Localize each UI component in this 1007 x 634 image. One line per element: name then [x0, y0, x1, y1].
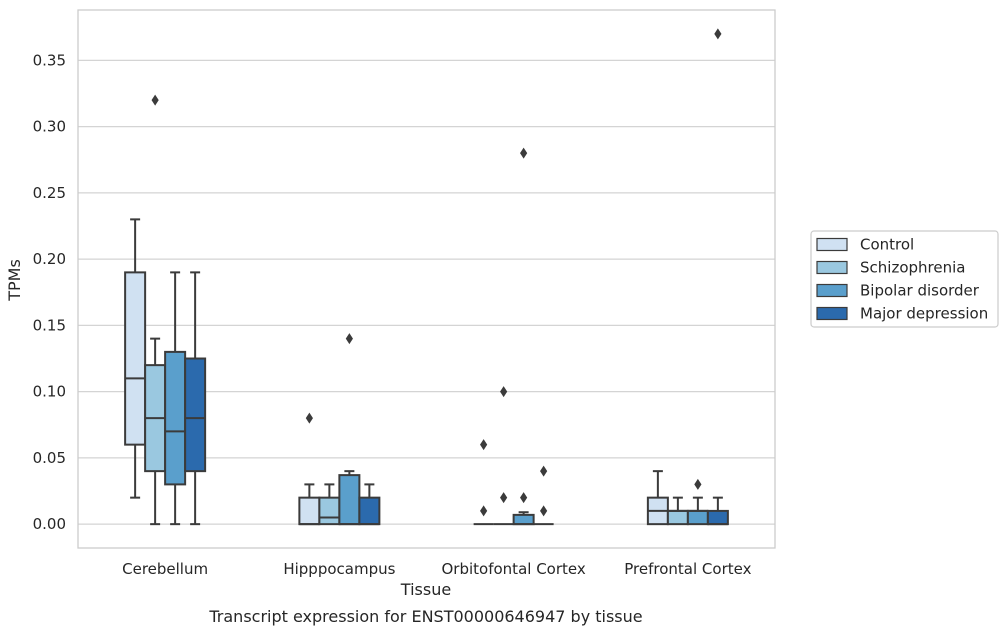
outlier-marker [540, 465, 548, 477]
box-iqr [666, 509, 689, 526]
y-tick-label: 0.25 [33, 184, 66, 202]
series-control [124, 218, 669, 526]
box-iqr [298, 496, 321, 526]
box-element [666, 496, 689, 526]
y-axis-label: TPMs [5, 259, 24, 302]
y-axis-tick-labels: 0.00 0.05 0.10 0.15 0.20 0.25 0.30 0.35 [33, 51, 66, 533]
y-tick-label: 0.30 [33, 118, 66, 136]
y-tick-label: 0.15 [33, 316, 66, 334]
outlier-marker [500, 492, 508, 504]
outlier-marker [151, 94, 159, 106]
box-element [706, 28, 729, 526]
x-tick-label: Cerebellum [122, 560, 208, 578]
series-schizophrenia [144, 94, 689, 526]
legend-frame [810, 230, 999, 328]
x-axis-label: Tissue [400, 580, 451, 599]
box-series-group [124, 28, 729, 526]
plot-area-frame [77, 9, 776, 549]
legend-swatch [816, 283, 848, 298]
outlier-marker [305, 412, 313, 424]
box-element [512, 147, 535, 526]
y-tick-label: 0.35 [33, 51, 66, 69]
box-iqr [512, 513, 535, 526]
box-element [358, 483, 381, 526]
outlier-marker [480, 439, 488, 451]
outlier-marker [520, 147, 528, 159]
x-tick-label: Orbitofontal Cortex [442, 560, 586, 578]
box-iqr [124, 271, 147, 446]
x-axis-tick-labels: Cerebellum Hipppocampus Orbitofontal Corte… [122, 560, 751, 578]
outlier-marker [540, 505, 548, 517]
box-element [473, 439, 494, 526]
legend-label: Major depression [860, 305, 988, 323]
box-iqr [358, 496, 381, 526]
box-iqr [184, 357, 207, 473]
y-tick-label: 0.00 [33, 515, 66, 533]
box-element [144, 94, 167, 526]
legend-swatch [816, 237, 848, 252]
outlier-marker [345, 333, 353, 345]
legend-label: Schizophrenia [860, 259, 965, 277]
box-element [533, 465, 554, 526]
box-element [338, 333, 361, 526]
x-tick-label: Prefrontal Cortex [624, 560, 751, 578]
x-tick-label: Hipppocampus [283, 560, 395, 578]
box-iqr [706, 509, 729, 526]
box-iqr [686, 509, 709, 526]
legend-label: Bipolar disorder [860, 282, 980, 300]
box-element [493, 386, 514, 526]
outlier-marker [520, 492, 528, 504]
box-iqr [164, 350, 187, 486]
outlier-marker [500, 386, 508, 398]
box-element [124, 218, 147, 499]
outlier-marker [694, 478, 702, 490]
y-tick-label: 0.20 [33, 250, 66, 268]
box-element [298, 412, 321, 526]
legend-label: Control [860, 236, 914, 254]
outlier-marker [714, 28, 722, 40]
box-iqr [338, 474, 361, 526]
series-major-depression [184, 28, 729, 526]
legend-swatch [816, 260, 848, 275]
outlier-marker [480, 505, 488, 517]
legend-swatch [816, 306, 848, 321]
legend: Control Schizophrenia Bipolar disorder Majo… [810, 230, 999, 328]
y-tick-label: 0.10 [33, 383, 66, 401]
series-bipolar-disorder [164, 147, 709, 526]
box-element [184, 271, 207, 526]
box-iqr [318, 496, 341, 526]
chart-caption: Transcript expression for ENST0000064694… [208, 607, 642, 626]
y-tick-label: 0.05 [33, 449, 66, 467]
